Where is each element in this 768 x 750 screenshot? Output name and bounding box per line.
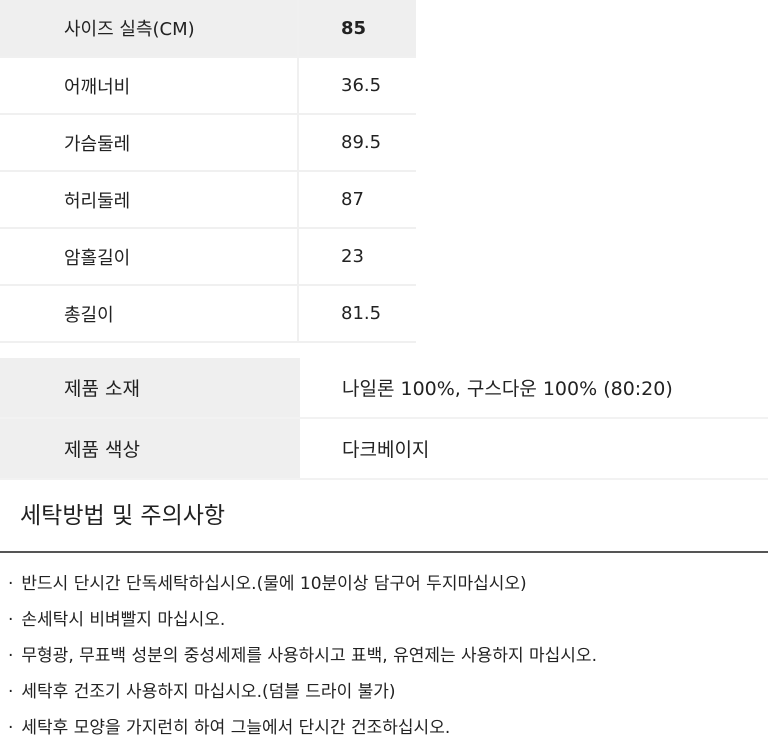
size-table: 사이즈 실측(CM) 85 어깨너비 36.5 가슴둘레 89.5 허리둘레 87 암… [0,0,416,343]
row-label: 총길이 [0,285,299,343]
table-row: 제품 색상 다크베이지 [0,418,768,480]
size-table-header: 사이즈 실측(CM) 85 [0,0,416,58]
list-item: 세탁후 모양을 가지런히 하여 그늘에서 단시간 건조하십시오. [8,710,597,746]
row-value: 23 [298,228,416,286]
size-header-label: 사이즈 실측(CM) [0,0,299,58]
info-value: 다크베이지 [300,418,768,480]
info-label: 제품 색상 [0,418,300,480]
table-row: 어깨너비 36.5 [0,57,416,115]
row-value: 87 [298,171,416,229]
info-label: 제품 소재 [0,358,300,419]
list-item: 반드시 단시간 단독세탁하십시오.(물에 10분이상 담구어 두지마십시오) [8,566,597,602]
row-value: 89.5 [298,114,416,172]
row-label: 가슴둘레 [0,114,299,172]
care-list: 반드시 단시간 단독세탁하십시오.(물에 10분이상 담구어 두지마십시오) 손… [8,566,597,746]
list-item: 손세탁시 비벼빨지 마십시오. [8,602,597,638]
list-item: 세탁후 건조기 사용하지 마십시오.(덤블 드라이 불가) [8,674,597,710]
info-value: 나일론 100%, 구스다운 100% (80:20) [300,358,768,419]
row-label: 암홀길이 [0,228,299,286]
care-title: 세탁방법 및 주의사항 [20,503,226,529]
table-row: 제품 소재 나일론 100%, 구스다운 100% (80:20) [0,358,768,419]
table-row: 암홀길이 23 [0,228,416,286]
row-label: 어깨너비 [0,57,299,115]
table-row: 허리둘레 87 [0,171,416,229]
size-header-value: 85 [298,0,416,58]
table-row: 총길이 81.5 [0,285,416,343]
row-label: 허리둘레 [0,171,299,229]
row-value: 81.5 [298,285,416,343]
list-item: 무형광, 무표백 성분의 중성세제를 사용하시고 표백, 유연제는 사용하지 마… [8,638,597,674]
product-info-table: 제품 소재 나일론 100%, 구스다운 100% (80:20) 제품 색상 다크… [0,358,768,480]
divider [0,551,768,553]
row-value: 36.5 [298,57,416,115]
table-row: 가슴둘레 89.5 [0,114,416,172]
